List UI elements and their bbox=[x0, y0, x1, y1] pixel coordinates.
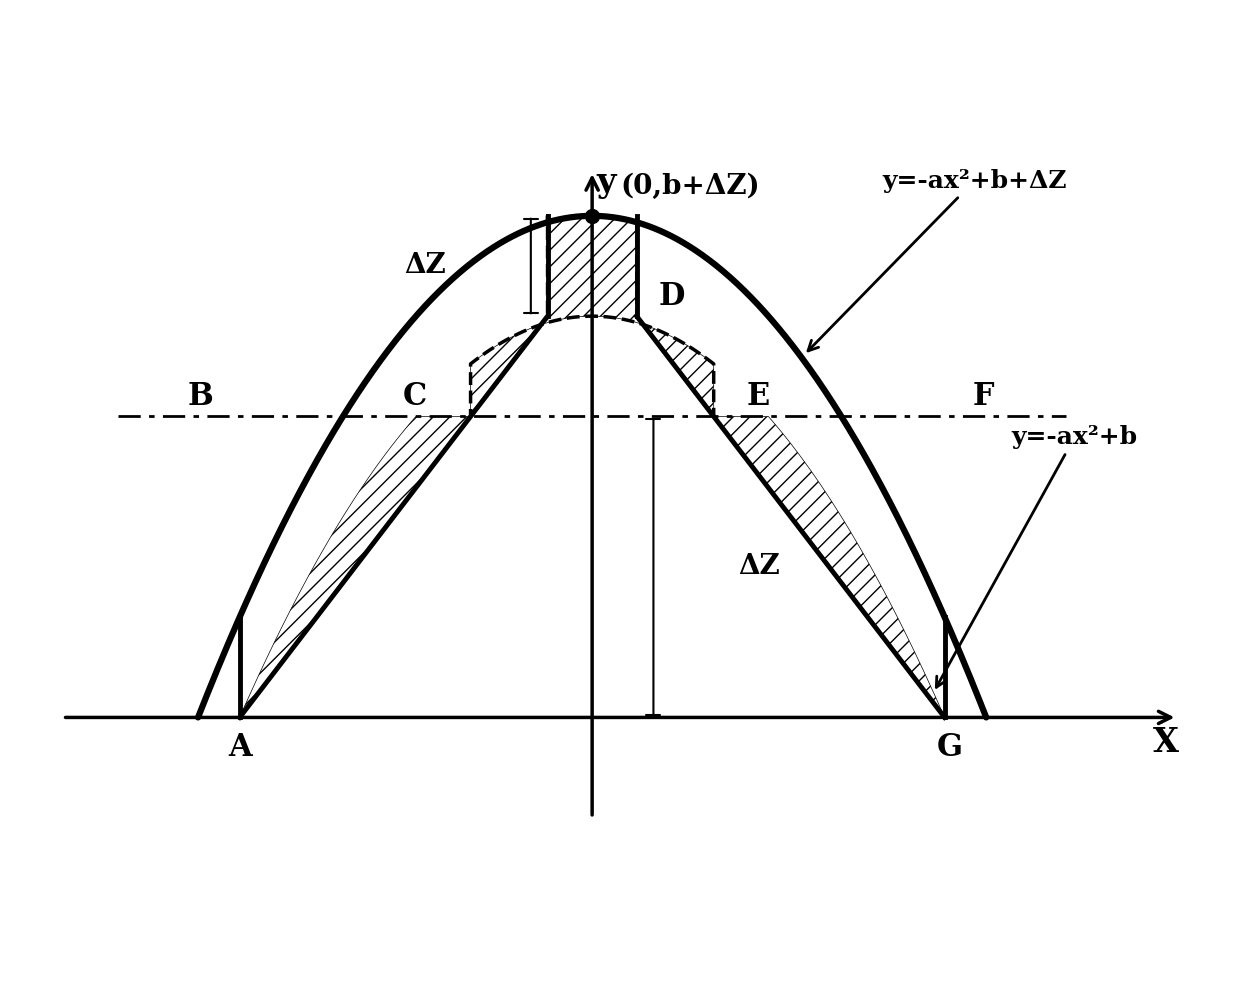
Text: ΔZ: ΔZ bbox=[404, 252, 446, 280]
Text: (0,b+ΔZ): (0,b+ΔZ) bbox=[620, 172, 760, 200]
Text: G: G bbox=[937, 733, 963, 764]
Text: y=-ax²+b: y=-ax²+b bbox=[936, 425, 1137, 687]
Text: ΔZ: ΔZ bbox=[739, 554, 780, 581]
Text: y: y bbox=[596, 166, 616, 199]
Text: y=-ax²+b+ΔZ: y=-ax²+b+ΔZ bbox=[808, 169, 1066, 351]
Text: F: F bbox=[973, 382, 994, 412]
Text: E: E bbox=[746, 382, 770, 412]
Text: B: B bbox=[187, 382, 213, 412]
Text: A: A bbox=[228, 733, 252, 764]
Text: X: X bbox=[1153, 726, 1179, 759]
Text: D: D bbox=[658, 281, 686, 312]
Text: C: C bbox=[403, 382, 427, 412]
